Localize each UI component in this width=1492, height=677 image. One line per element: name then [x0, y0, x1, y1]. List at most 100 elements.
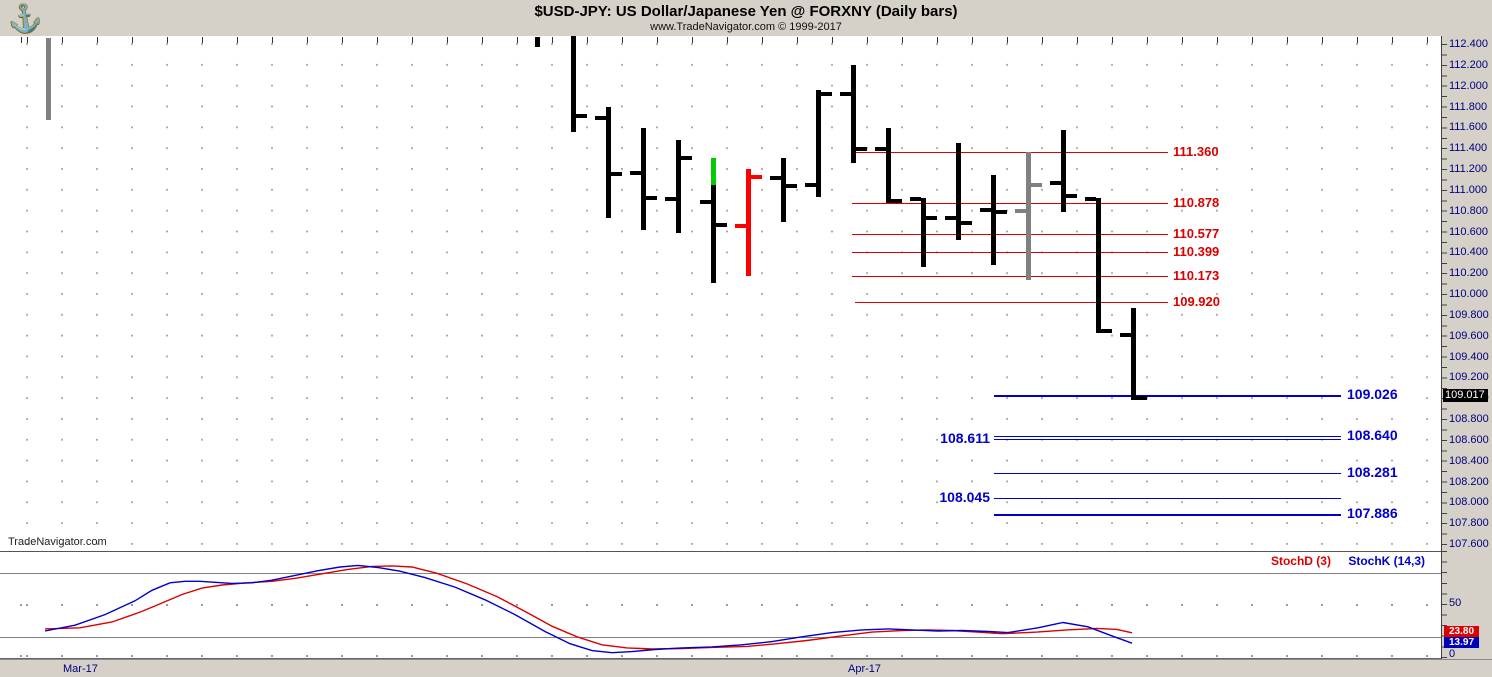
stoch-20-line [0, 637, 1441, 638]
support-line[interactable] [994, 497, 1341, 499]
ohlc-bar[interactable] [711, 157, 716, 284]
ohlc-bar[interactable] [781, 157, 786, 223]
ohlc-bar[interactable] [676, 140, 681, 234]
support-label[interactable]: 108.611 [940, 429, 990, 446]
price-tick-label: 112.400 [1449, 38, 1488, 50]
legend-stochk[interactable]: StochK (14,3) [1348, 554, 1425, 568]
price-tick-label: 107.600 [1449, 538, 1489, 551]
price-tick-label: 110.800 [1449, 204, 1488, 217]
support-label[interactable]: 109.026 [1347, 386, 1398, 403]
stoch-axis-minor-ticks [1442, 551, 1447, 658]
chart-subtitle: www.TradeNavigator.com © 1999-2017 [650, 21, 842, 33]
ohlc-bar[interactable] [1026, 152, 1031, 281]
stoch-legend: StochD (3) StochK (14,3) [0, 554, 1425, 568]
price-tick-label: 107.800 [1449, 517, 1489, 530]
ohlc-bar[interactable] [816, 90, 821, 197]
stoch-80-line [0, 573, 1441, 574]
price-tick-label: 109.200 [1449, 371, 1489, 384]
date-label-mar: Mar-17 [63, 663, 98, 675]
price-axis[interactable]: 112.400 112.200 112.000 111.800 111.600 111.4… [1441, 36, 1492, 660]
close-tick [751, 175, 762, 180]
ohlc-bar[interactable] [746, 169, 751, 277]
ohlc-bar[interactable] [535, 36, 540, 48]
support-line[interactable] [994, 438, 1341, 440]
ohlc-bar[interactable] [641, 127, 646, 231]
ohlc-bar[interactable] [956, 142, 961, 241]
price-tick-label: 111.800 [1449, 100, 1488, 113]
price-tick-label: 111.200 [1449, 163, 1488, 175]
price-tick-label: 110.200 [1449, 267, 1488, 280]
ohlc-bar[interactable] [606, 107, 611, 219]
open-tick [910, 197, 921, 201]
date-axis[interactable]: Mar-17 Apr-17 [0, 659, 1492, 677]
chart-title-bar: ⚓ $USD-JPY: US Dollar/Japanese Yen @ FOR… [0, 0, 1492, 36]
price-chart-area[interactable]: 111.360 110.878 110.577 110.399 110.173 109.9… [0, 36, 1441, 550]
support-label[interactable]: 108.281 [1347, 464, 1398, 481]
close-tick [1101, 328, 1112, 333]
ohlc-bar[interactable] [1131, 307, 1136, 401]
open-tick [700, 200, 711, 205]
price-tick-label: 108.000 [1449, 496, 1489, 509]
support-label[interactable]: 108.045 [939, 488, 990, 505]
stoch-dot-row [0, 655, 1441, 657]
resistance-line[interactable] [852, 233, 1168, 235]
open-tick [595, 115, 606, 120]
top-session-ticks [0, 37, 1441, 43]
price-tick-label: 108.400 [1449, 454, 1489, 467]
ohlc-bar[interactable] [571, 36, 576, 133]
dot-grid [0, 36, 1441, 550]
resistance-label[interactable]: 110.577 [1173, 225, 1220, 241]
stoch-line-stochk[interactable] [44, 564, 1133, 654]
resistance-line[interactable] [852, 202, 1168, 204]
ohlc-bar[interactable] [921, 197, 926, 268]
resistance-label[interactable]: 110.173 [1173, 267, 1220, 283]
ohlc-bar[interactable] [991, 175, 996, 266]
ohlc-bar[interactable] [46, 37, 51, 121]
price-tick-label: 108.600 [1449, 433, 1489, 446]
resistance-line[interactable] [855, 302, 1168, 304]
resistance-line[interactable] [852, 275, 1168, 277]
bars-layer [0, 36, 1441, 550]
close-tick [821, 92, 832, 96]
legend-stochd[interactable]: StochD (3) [1270, 554, 1331, 568]
price-tick-label: 111.600 [1449, 121, 1488, 134]
last-price-badge: 109.017 [1443, 389, 1488, 403]
close-tick [996, 210, 1007, 215]
support-line[interactable] [994, 514, 1341, 516]
open-tick [1085, 197, 1096, 201]
close-tick [891, 198, 902, 203]
stochk-value-badge: 13.97 [1444, 636, 1479, 648]
levels-layer: 111.360 110.878 110.577 110.399 110.173 109.9… [0, 36, 1441, 550]
ohlc-bar[interactable] [1096, 197, 1101, 333]
resistance-line[interactable] [852, 252, 1168, 254]
resistance-label[interactable]: 109.920 [1173, 294, 1220, 310]
chart-title: $USD-JPY: US Dollar/Japanese Yen @ FORXN… [534, 3, 958, 20]
price-axis-labels: 112.400 112.200 112.000 111.800 111.600 111.4… [1442, 36, 1492, 659]
open-tick [1050, 180, 1061, 185]
close-tick [646, 195, 657, 200]
resistance-label[interactable]: 110.878 [1173, 194, 1220, 210]
resistance-label[interactable]: 110.399 [1173, 244, 1220, 260]
ohlc-bar[interactable] [886, 127, 891, 203]
ohlc-bar[interactable] [851, 65, 856, 163]
support-label[interactable]: 108.640 [1347, 426, 1398, 443]
close-tick [1031, 183, 1042, 188]
ohlc-bar[interactable] [1061, 130, 1066, 212]
resistance-label[interactable]: 111.360 [1173, 144, 1219, 160]
stoch-axis-label-0: 0 [1449, 648, 1456, 660]
stoch-plot [44, 564, 1133, 654]
stoch-axis-label-50: 50 [1449, 597, 1462, 609]
support-label[interactable]: 107.886 [1347, 505, 1398, 522]
support-line[interactable] [994, 473, 1341, 475]
price-tick-label: 109.400 [1449, 350, 1489, 363]
support-line[interactable] [994, 395, 1341, 397]
support-line[interactable] [994, 435, 1341, 437]
stoch-line-stochd[interactable] [44, 565, 1133, 650]
resistance-line[interactable] [852, 152, 1168, 154]
stochastic-panel[interactable]: StochD (3) StochK (14,3) [0, 551, 1441, 659]
stoch-dot-row [0, 604, 1441, 606]
open-tick [875, 147, 886, 151]
date-label-apr: Apr-17 [848, 663, 882, 675]
open-tick [770, 175, 781, 180]
ohlc-bar-segment [711, 157, 716, 185]
